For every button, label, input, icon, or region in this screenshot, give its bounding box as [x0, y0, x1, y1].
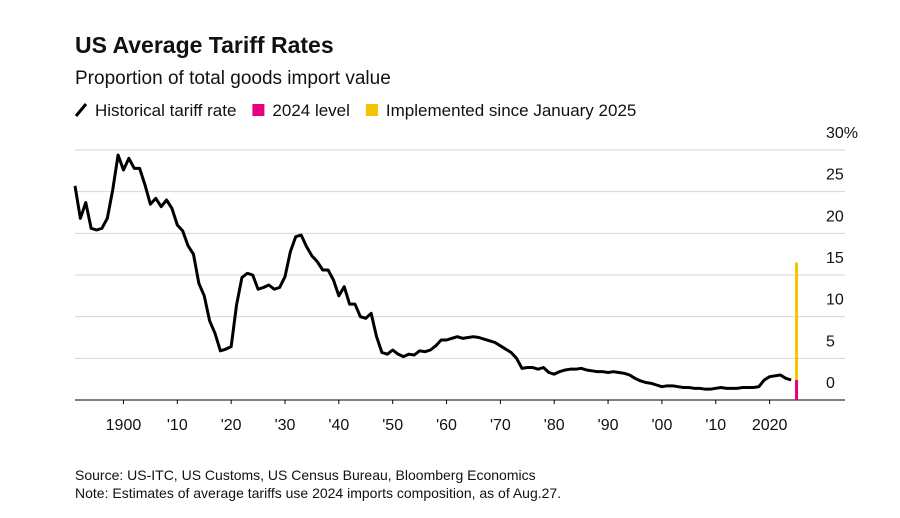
chart-title: US Average Tariff Rates	[75, 32, 334, 58]
legend-swatch	[252, 104, 265, 116]
y-tick-label: 0	[826, 375, 835, 392]
legend-swatch	[365, 104, 378, 116]
bar	[795, 262, 799, 380]
x-tick-label: '70	[490, 417, 511, 434]
y-tick-label: 30%	[826, 125, 858, 142]
note: Note: Estimates of average tariffs use 2…	[75, 485, 561, 501]
source: Source: US-ITC, US Customs, US Census Bu…	[75, 467, 536, 483]
x-tick-label: '20	[221, 417, 242, 434]
y-tick-label: 10	[826, 292, 844, 309]
legend-label: 2024 level	[272, 101, 350, 120]
legend-label: Historical tariff rate	[95, 101, 236, 120]
legend-label: Implemented since January 2025	[386, 101, 636, 120]
x-tick-label: '90	[598, 417, 619, 434]
x-tick-label: '00	[651, 417, 672, 434]
y-tick-label: 5	[826, 333, 835, 350]
x-tick-label: '10	[167, 417, 188, 434]
x-tick-label: '60	[436, 417, 457, 434]
y-tick-label: 25	[826, 167, 844, 184]
x-tick-label: 1900	[106, 417, 142, 434]
x-tick-label: '10	[705, 417, 726, 434]
line	[73, 153, 792, 391]
x-tick-label: '30	[275, 417, 296, 434]
y-tick-label: 20	[826, 208, 844, 225]
x-tick-label: '50	[382, 417, 403, 434]
y-tick-label: 15	[826, 250, 844, 267]
bar	[795, 380, 799, 400]
x-tick-label: '80	[544, 417, 565, 434]
legend-swatch	[74, 103, 88, 117]
chart-subtitle: Proportion of total goods import value	[75, 68, 391, 89]
x-tick-label: 2020	[752, 417, 788, 434]
x-tick-label: '40	[328, 417, 349, 434]
